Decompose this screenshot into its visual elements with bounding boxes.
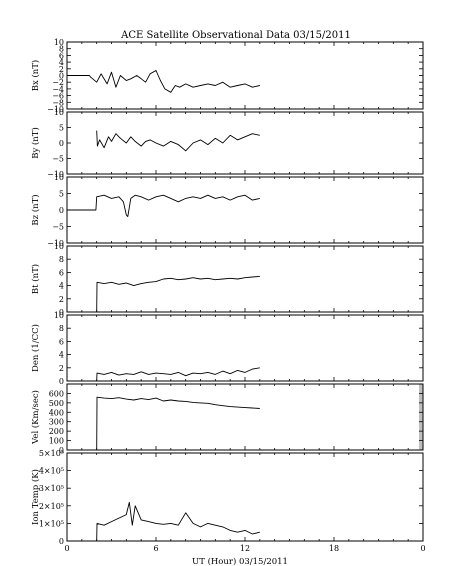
y-tick-label: 0 — [59, 308, 64, 317]
y-tick-label: −10 — [47, 239, 64, 248]
series-line — [96, 501, 260, 542]
y-axis-label: By (nT) — [30, 127, 41, 159]
y-tick-label: −10 — [47, 105, 64, 114]
y-tick-label: 0 — [59, 537, 64, 546]
y-axis-label: Vel (Km/sec) — [30, 390, 41, 445]
x-tick-label: 0 — [64, 544, 69, 553]
y-tick-label: −10 — [47, 170, 64, 179]
y-tick-label: 0 — [59, 446, 64, 455]
y-axis-label: Bx (nT) — [30, 60, 41, 92]
y-axis-label: Ion Temp (K) — [30, 469, 41, 525]
series-line — [96, 130, 260, 152]
x-tick-label: 0 — [420, 544, 425, 553]
y-axis-label: Bt (nT) — [30, 264, 41, 294]
y-tick-label: 0 — [59, 206, 64, 215]
y-tick-label: 10 — [54, 38, 64, 47]
series-line — [67, 70, 260, 93]
panel-6: 0 1×10⁵ 2×10⁵ 3×10⁵ 4×10⁵ 5×10⁵ Ion Temp (K) — [30, 449, 424, 546]
panel-1: −10 −5 0 5 10 By (nT) — [30, 108, 424, 179]
y-tick-label: 10 — [54, 242, 64, 251]
y-tick-label: −4 — [52, 85, 64, 94]
y-tick-label: 4 — [59, 351, 64, 360]
series-line — [96, 275, 260, 313]
y-tick-label: 4 — [59, 282, 64, 291]
series-line — [96, 396, 260, 451]
y-tick-label: 10 — [54, 311, 64, 320]
y-tick-label: 4×10⁵ — [39, 467, 64, 476]
y-tick-label: 0 — [59, 72, 64, 81]
y-tick-label: −5 — [52, 155, 64, 164]
y-tick-label: 4 — [59, 58, 64, 67]
series-line — [67, 194, 260, 218]
panel-frame — [66, 111, 424, 175]
panel-4: 0 2 4 6 8 10 Den (1/CC) — [30, 311, 424, 386]
y-tick-label: 2 — [59, 65, 64, 74]
y-axis-label: Bz (nT) — [30, 194, 41, 225]
y-tick-label: 400 — [49, 408, 64, 417]
x-tick-label: 18 — [329, 544, 339, 553]
y-tick-label: 10 — [54, 108, 64, 117]
y-tick-label: 6 — [59, 268, 64, 277]
y-tick-label: 8 — [59, 255, 64, 264]
panel-frame — [66, 314, 424, 382]
y-tick-label: −6 — [52, 92, 64, 101]
y-tick-label: 3×10⁵ — [39, 484, 64, 493]
y-tick-label: 200 — [49, 427, 64, 436]
y-tick-label: 8 — [59, 45, 64, 54]
y-tick-label: 500 — [49, 399, 64, 408]
y-tick-label: 0 — [59, 377, 64, 386]
y-tick-label: 5 — [59, 190, 64, 199]
y-tick-label: −8 — [52, 98, 64, 107]
y-tick-label: 8 — [59, 324, 64, 333]
y-tick-label: 300 — [49, 418, 64, 427]
panel-frame — [66, 176, 424, 244]
y-tick-label: 6 — [59, 337, 64, 346]
y-tick-label: 2×10⁵ — [39, 502, 64, 511]
y-tick-label: 10 — [54, 173, 64, 182]
y-tick-label: 1×10⁵ — [39, 519, 64, 528]
panel-frame — [66, 383, 424, 451]
series-line — [96, 367, 260, 382]
shared-x-axis: 0 6 12 18 0 UT (Hour) 03/15/2011 — [64, 544, 425, 566]
y-tick-label: 2 — [59, 295, 64, 304]
y-tick-label: 5 — [59, 124, 64, 133]
y-tick-label: 5×10⁵ — [39, 449, 64, 458]
x-tick-label: 6 — [153, 544, 158, 553]
panel-3: 0 2 4 6 8 10 Bt (nT) — [30, 242, 424, 317]
y-axis-label: Den (1/CC) — [30, 324, 41, 372]
y-tick-label: 0 — [59, 139, 64, 148]
x-tick-label: 12 — [240, 544, 250, 553]
y-tick-label: 2 — [59, 364, 64, 373]
y-tick-label: 600 — [49, 389, 64, 398]
figure-title: ACE Satellite Observational Data 03/15/2… — [120, 30, 351, 41]
y-tick-label: −5 — [52, 223, 64, 232]
panel-edge-highlight — [419, 384, 423, 450]
panel-frame — [66, 452, 424, 542]
x-axis-label: UT (Hour) 03/15/2011 — [192, 556, 288, 566]
panel-2: −10 −5 0 5 10 Bz (nT) — [30, 173, 424, 248]
y-tick-label: 6 — [59, 51, 64, 60]
y-tick-label: −2 — [52, 78, 64, 87]
panel-frame — [66, 245, 424, 313]
y-tick-label: 100 — [49, 437, 64, 446]
